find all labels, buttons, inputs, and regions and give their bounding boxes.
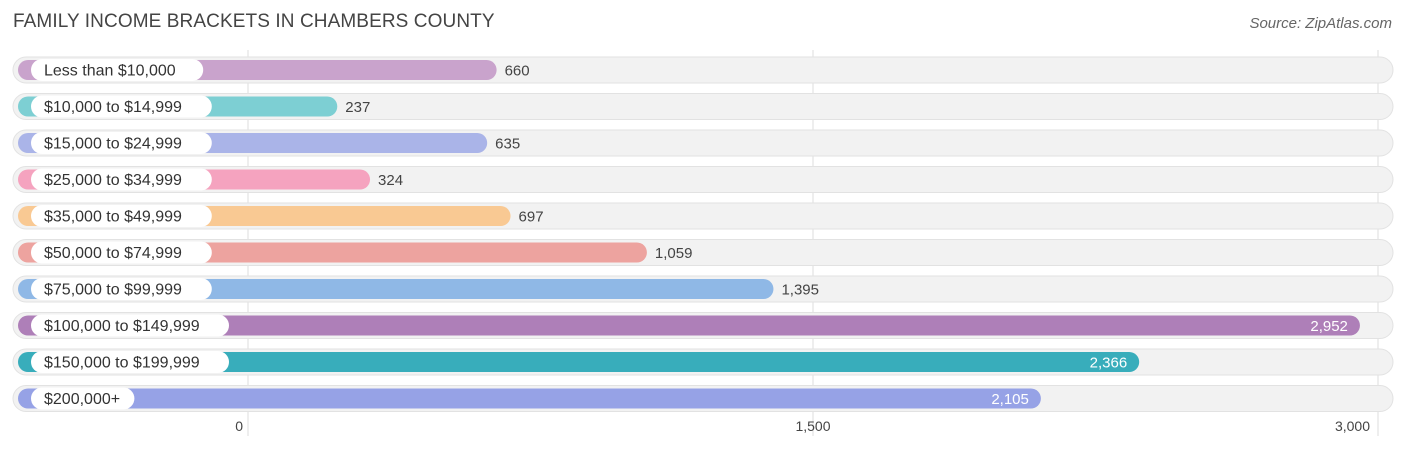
category-label: $50,000 to $74,999 xyxy=(44,245,182,262)
category-pill xyxy=(31,132,212,154)
value-label: 635 xyxy=(495,136,520,153)
bar xyxy=(18,388,1041,409)
category-pill xyxy=(31,351,229,373)
source-credit: Source: ZipAtlas.com xyxy=(1249,15,1392,32)
category-label: Less than $10,000 xyxy=(44,63,176,80)
category-label: $25,000 to $34,999 xyxy=(44,172,182,189)
value-label: 697 xyxy=(519,209,544,226)
value-label: 2,952 xyxy=(1310,318,1348,335)
value-label: 2,366 xyxy=(1090,355,1128,372)
category-label: $75,000 to $99,999 xyxy=(44,282,182,299)
category-label: $10,000 to $14,999 xyxy=(44,99,182,116)
category-pill xyxy=(31,241,212,264)
category-label: $100,000 to $149,999 xyxy=(44,318,200,335)
category-pill xyxy=(31,95,212,118)
bar-row: $75,000 to $99,999 1,395 xyxy=(12,275,1394,303)
category-label: $200,000+ xyxy=(44,391,120,408)
value-label: 2,105 xyxy=(991,391,1029,408)
bar-row: $50,000 to $74,999 1,059 xyxy=(12,239,1394,266)
bar-row: $35,000 to $49,999 697 xyxy=(12,202,1394,230)
bar-row: $150,000 to $199,999 2,366 xyxy=(12,348,1394,376)
bar-track xyxy=(12,93,1394,120)
value-label: 660 xyxy=(505,63,530,80)
category-pill xyxy=(31,278,212,300)
x-tick-label: 3,000 xyxy=(1335,418,1370,434)
bar-row: $25,000 to $34,999 324 xyxy=(12,166,1394,193)
chart-title: FAMILY INCOME BRACKETS IN CHAMBERS COUNT… xyxy=(13,11,495,32)
x-tick-label: 1,500 xyxy=(795,418,830,434)
bar-row: $10,000 to $14,999 237 xyxy=(12,93,1394,120)
bar-row: $15,000 to $24,999 635 xyxy=(12,129,1394,157)
category-pill xyxy=(31,205,212,227)
value-label: 237 xyxy=(345,99,370,116)
category-pill xyxy=(31,387,135,410)
category-pill xyxy=(31,59,204,81)
bar-row: Less than $10,000 660 xyxy=(12,56,1394,84)
category-label: $15,000 to $24,999 xyxy=(44,136,182,153)
bar xyxy=(18,315,1360,336)
value-label: 1,059 xyxy=(655,245,693,262)
category-pill xyxy=(31,314,229,337)
bar-row: $200,000+ 2,105 xyxy=(12,385,1394,412)
category-label: $35,000 to $49,999 xyxy=(44,209,182,226)
value-label: 324 xyxy=(378,172,403,189)
category-label: $150,000 to $199,999 xyxy=(44,355,200,372)
x-tick-label: 0 xyxy=(235,418,243,434)
bar xyxy=(18,352,1140,372)
value-label: 1,395 xyxy=(781,282,819,299)
category-pill xyxy=(31,168,212,191)
bar-row: $100,000 to $149,999 2,952 xyxy=(12,312,1394,339)
